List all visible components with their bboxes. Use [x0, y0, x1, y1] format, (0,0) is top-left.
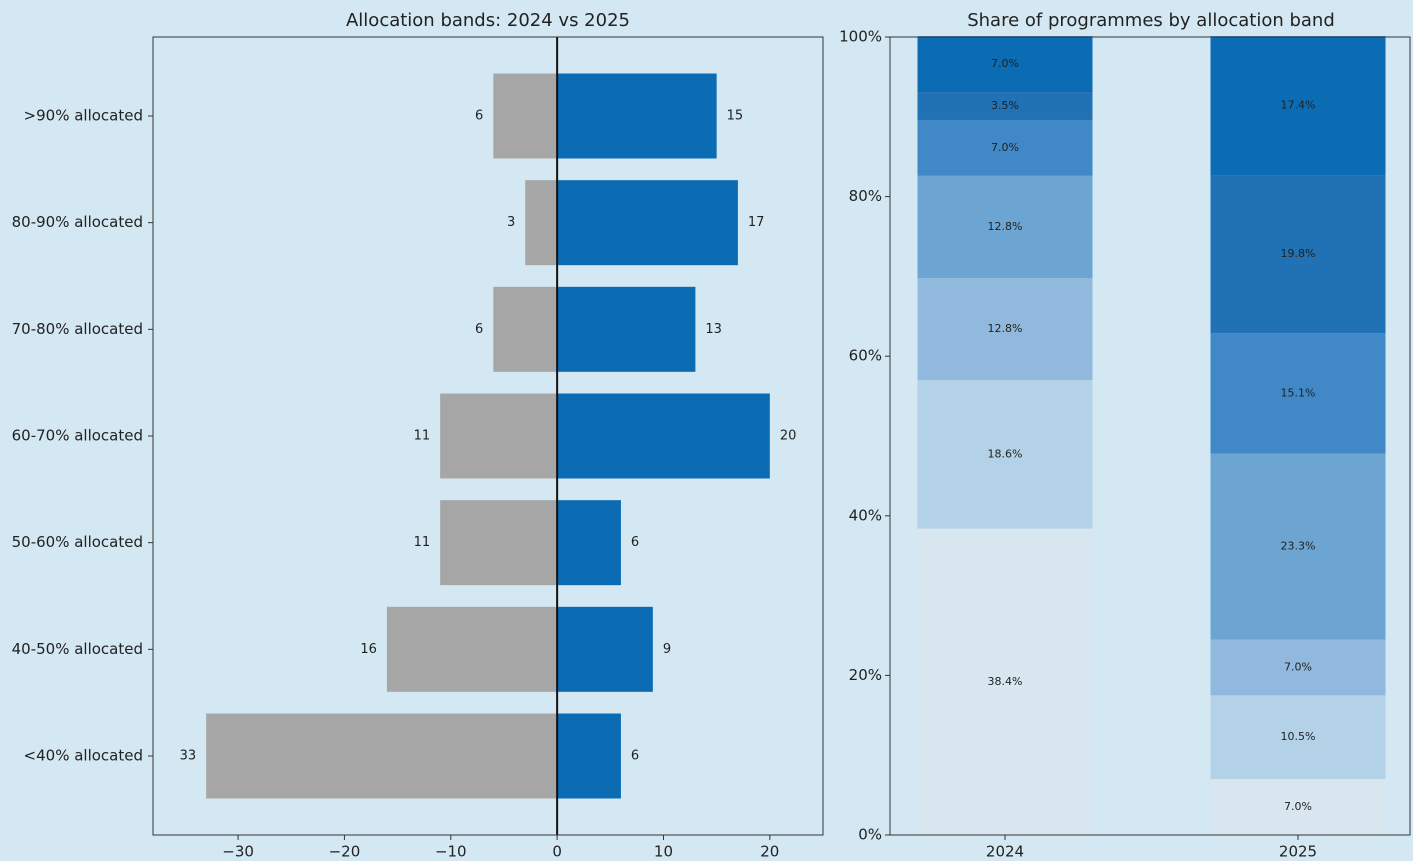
y-tick-label: 40% [849, 506, 882, 524]
data-label: 17.4% [1281, 99, 1316, 112]
y-tick-label: 0% [858, 826, 882, 844]
y-tick-label: 80-90% allocated [12, 213, 143, 231]
bar-segment [917, 528, 1093, 835]
bar [493, 73, 558, 159]
data-label: 16 [360, 642, 377, 657]
y-tick-label: 20% [849, 666, 882, 684]
plot-frame [889, 36, 1411, 836]
bar [557, 73, 717, 159]
bar [557, 393, 770, 479]
bar-segment [1210, 639, 1386, 696]
bar-segment [917, 92, 1093, 120]
bar [525, 180, 558, 266]
bar [386, 606, 558, 692]
bar [440, 393, 558, 479]
data-label: 6 [475, 322, 483, 337]
data-label: 3.5% [991, 99, 1019, 112]
y-tick-label: 40-50% allocated [12, 640, 143, 658]
y-tick-label: >90% allocated [24, 107, 143, 125]
bar-segment [1210, 453, 1386, 640]
y-tick-label: 80% [849, 187, 882, 205]
x-tick-label: −10 [435, 843, 467, 861]
bar-segment [1210, 175, 1386, 334]
bar-segment [1210, 695, 1386, 780]
data-label: 19.8% [1281, 247, 1316, 260]
data-label: 17 [748, 215, 765, 230]
data-label: 33 [180, 749, 197, 764]
data-label: 38.4% [988, 675, 1023, 688]
data-label: 12.8% [988, 322, 1023, 335]
chart-title: Share of programmes by allocation band [967, 10, 1335, 31]
x-tick-label: 2024 [986, 843, 1024, 861]
data-label: 10.5% [1281, 730, 1316, 743]
x-tick-label: −30 [222, 843, 254, 861]
data-label: 6 [631, 535, 639, 550]
bar-segment [917, 380, 1093, 529]
x-tick-label: −20 [329, 843, 361, 861]
bar-segment [917, 119, 1093, 176]
bar [557, 500, 621, 586]
bar [206, 713, 558, 799]
x-tick-label: 2025 [1279, 843, 1317, 861]
data-label: 13 [705, 322, 722, 337]
bar [557, 606, 653, 692]
x-tick-label: 10 [654, 843, 673, 861]
y-tick-label: 60% [849, 347, 882, 365]
data-label: 3 [507, 215, 515, 230]
y-tick-label: 100% [839, 28, 882, 46]
bar-segment [917, 175, 1093, 278]
bar-segment [917, 36, 1093, 93]
data-label: 7.0% [1284, 800, 1312, 813]
y-tick-label: 70-80% allocated [12, 320, 143, 338]
bar [557, 713, 621, 799]
bar-segment [917, 277, 1093, 381]
data-label: 7.0% [1284, 660, 1312, 673]
data-label: 15 [727, 109, 744, 124]
data-label: 20 [780, 429, 797, 444]
bar [557, 286, 696, 372]
data-label: 9 [663, 642, 671, 657]
data-label: 15.1% [1281, 386, 1316, 399]
bar-segment [1210, 36, 1386, 176]
y-tick-label: 50-60% allocated [12, 533, 143, 551]
x-tick-label: 0 [552, 843, 562, 861]
bar-segment [1210, 779, 1386, 835]
bar-segment [1210, 333, 1386, 454]
chart-title: Allocation bands: 2024 vs 2025 [346, 10, 630, 31]
data-label: 18.6% [988, 447, 1023, 460]
bar [440, 500, 558, 586]
data-label: 11 [414, 429, 431, 444]
data-label: 6 [631, 749, 639, 764]
data-label: 7.0% [991, 57, 1019, 70]
data-label: 7.0% [991, 141, 1019, 154]
y-tick-label: <40% allocated [24, 747, 143, 765]
bar [557, 180, 738, 266]
y-tick-label: 60-70% allocated [12, 427, 143, 445]
data-label: 11 [414, 535, 431, 550]
data-label: 23.3% [1281, 540, 1316, 553]
bar [493, 286, 558, 372]
data-label: 6 [475, 109, 483, 124]
data-label: 12.8% [988, 220, 1023, 233]
x-tick-label: 20 [760, 843, 779, 861]
